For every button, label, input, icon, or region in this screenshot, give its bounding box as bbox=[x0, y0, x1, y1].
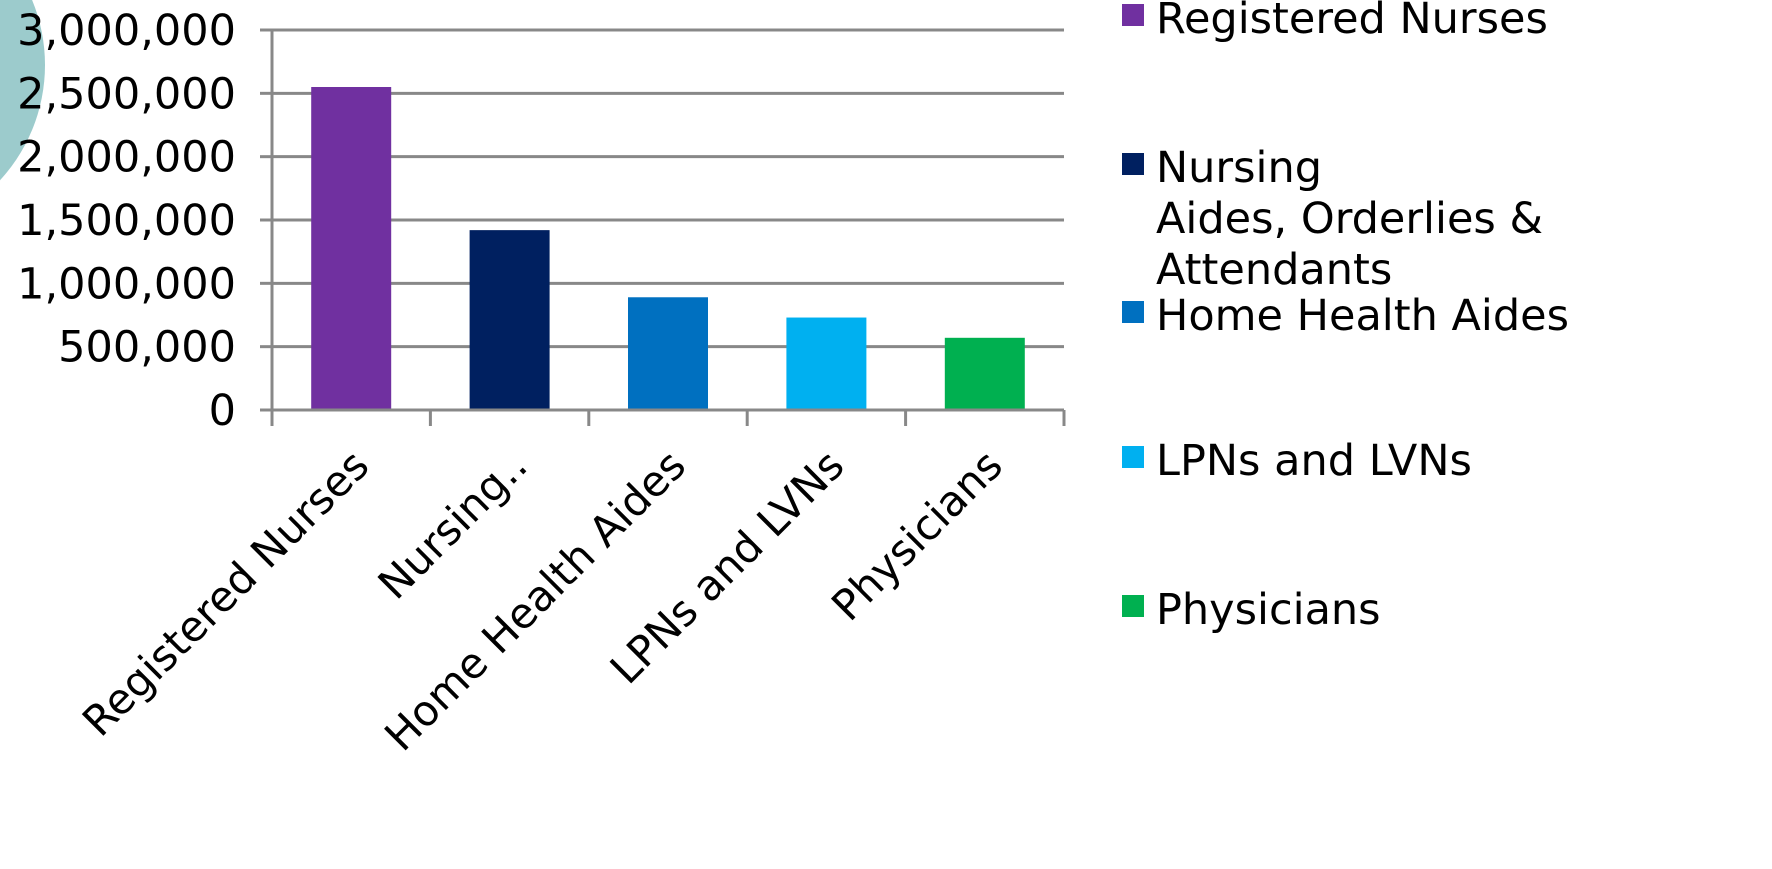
legend-swatch bbox=[1122, 4, 1144, 26]
x-category-label: Home Health Aides bbox=[375, 440, 695, 760]
bar bbox=[628, 297, 708, 410]
x-category-label: Registered Nurses bbox=[73, 440, 378, 745]
legend-label: Physicians bbox=[1156, 585, 1381, 635]
y-tick-label: 2,500,000 bbox=[17, 69, 236, 119]
bars bbox=[311, 87, 1025, 410]
legend-swatch bbox=[1122, 595, 1144, 617]
legend-label: Nursing bbox=[1156, 143, 1322, 193]
x-category-label: Physicians bbox=[822, 440, 1012, 630]
legend-swatch bbox=[1122, 301, 1144, 323]
bar bbox=[786, 317, 867, 410]
legend-label: Registered Nurses bbox=[1156, 0, 1548, 44]
legend-label: Home Health Aides bbox=[1156, 291, 1569, 341]
legend-item: Home Health Aides bbox=[1122, 291, 1569, 341]
y-tick-label: 0 bbox=[209, 386, 236, 436]
legend-item: Registered Nurses bbox=[1122, 0, 1548, 44]
decorative-circle bbox=[0, 0, 45, 181]
legend-label: Attendants bbox=[1156, 245, 1392, 295]
y-axis-tick-labels: 0 500,000 1,000,000 1,500,000 2,000,000 2,500… bbox=[17, 6, 236, 436]
legend-item: Physicians bbox=[1122, 585, 1381, 635]
bar bbox=[944, 337, 1025, 410]
bar bbox=[311, 87, 392, 410]
y-tick-label: 2,000,000 bbox=[17, 133, 236, 183]
axes bbox=[260, 28, 1066, 426]
legend-label: LPNs and LVNs bbox=[1156, 436, 1472, 486]
y-tick-label: 1,000,000 bbox=[17, 259, 236, 309]
y-tick-label: 500,000 bbox=[58, 323, 236, 373]
bar bbox=[469, 230, 550, 410]
y-tick-label: 1,500,000 bbox=[17, 196, 236, 246]
legend-swatch bbox=[1122, 446, 1144, 468]
y-tick-label: 3,000,000 bbox=[17, 6, 236, 56]
gridlines bbox=[272, 28, 1064, 349]
legend-swatch bbox=[1122, 153, 1144, 175]
legend-item: LPNs and LVNs bbox=[1122, 436, 1472, 486]
x-category-label: Nursing.. bbox=[368, 440, 536, 608]
legend-label: Aides, Orderlies & bbox=[1156, 194, 1543, 244]
